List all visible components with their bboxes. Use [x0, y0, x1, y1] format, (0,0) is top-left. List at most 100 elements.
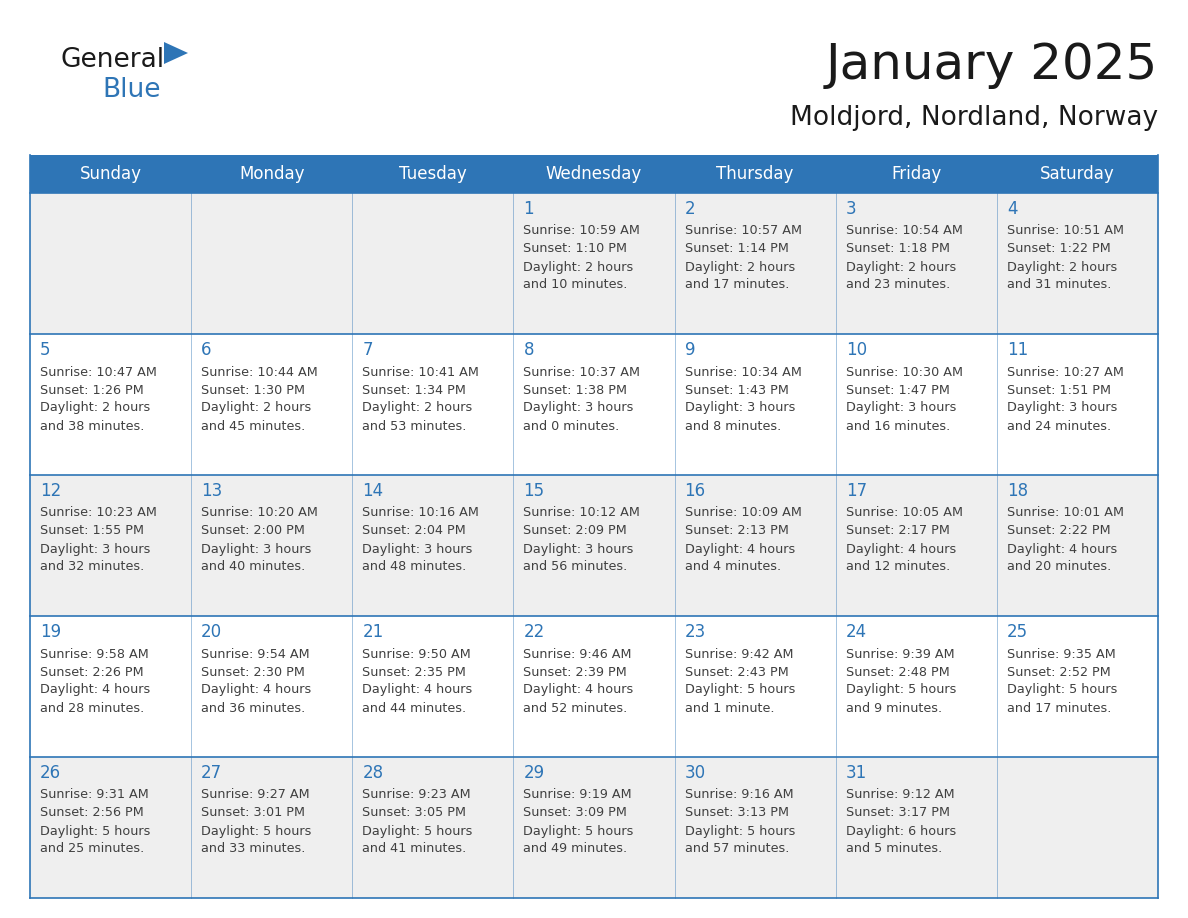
- Text: 19: 19: [40, 623, 61, 641]
- Text: Sunrise: 9:19 AM: Sunrise: 9:19 AM: [524, 789, 632, 801]
- Text: Sunset: 1:26 PM: Sunset: 1:26 PM: [40, 384, 144, 397]
- Text: and 41 minutes.: and 41 minutes.: [362, 843, 467, 856]
- Text: January 2025: January 2025: [826, 41, 1158, 89]
- Text: and 5 minutes.: and 5 minutes.: [846, 843, 942, 856]
- Text: Daylight: 5 hours: Daylight: 5 hours: [40, 824, 151, 837]
- Text: 8: 8: [524, 341, 533, 359]
- Text: Thursday: Thursday: [716, 165, 794, 183]
- Text: and 44 minutes.: and 44 minutes.: [362, 701, 467, 714]
- Text: Sunrise: 10:51 AM: Sunrise: 10:51 AM: [1007, 225, 1124, 238]
- Text: Sunrise: 9:16 AM: Sunrise: 9:16 AM: [684, 789, 794, 801]
- Text: 30: 30: [684, 764, 706, 782]
- Text: 31: 31: [846, 764, 867, 782]
- Text: Sunset: 1:43 PM: Sunset: 1:43 PM: [684, 384, 789, 397]
- Bar: [30, 193, 1158, 334]
- Text: 26: 26: [40, 764, 61, 782]
- Text: Sunset: 2:52 PM: Sunset: 2:52 PM: [1007, 666, 1111, 678]
- Text: and 53 minutes.: and 53 minutes.: [362, 420, 467, 432]
- Text: Daylight: 5 hours: Daylight: 5 hours: [846, 684, 956, 697]
- Text: 25: 25: [1007, 623, 1028, 641]
- Text: Sunset: 2:56 PM: Sunset: 2:56 PM: [40, 807, 144, 820]
- Text: and 28 minutes.: and 28 minutes.: [40, 701, 144, 714]
- Text: 29: 29: [524, 764, 544, 782]
- Text: and 48 minutes.: and 48 minutes.: [362, 561, 467, 574]
- Text: and 1 minute.: and 1 minute.: [684, 701, 775, 714]
- Text: Daylight: 4 hours: Daylight: 4 hours: [362, 684, 473, 697]
- Text: 3: 3: [846, 200, 857, 218]
- Text: Sunrise: 9:31 AM: Sunrise: 9:31 AM: [40, 789, 148, 801]
- Bar: [30, 616, 1158, 757]
- Text: 9: 9: [684, 341, 695, 359]
- Text: Daylight: 5 hours: Daylight: 5 hours: [362, 824, 473, 837]
- Text: Daylight: 4 hours: Daylight: 4 hours: [1007, 543, 1117, 555]
- Text: 15: 15: [524, 482, 544, 500]
- Text: and 17 minutes.: and 17 minutes.: [684, 278, 789, 292]
- Text: and 12 minutes.: and 12 minutes.: [846, 561, 950, 574]
- Bar: [30, 475, 1158, 616]
- Text: Daylight: 3 hours: Daylight: 3 hours: [201, 543, 311, 555]
- Text: Sunrise: 10:09 AM: Sunrise: 10:09 AM: [684, 507, 802, 520]
- Bar: [30, 334, 1158, 475]
- Text: Sunrise: 9:12 AM: Sunrise: 9:12 AM: [846, 789, 954, 801]
- Text: Daylight: 4 hours: Daylight: 4 hours: [846, 543, 956, 555]
- Text: 14: 14: [362, 482, 384, 500]
- Text: and 24 minutes.: and 24 minutes.: [1007, 420, 1111, 432]
- Text: General: General: [61, 47, 164, 73]
- Text: Sunset: 3:05 PM: Sunset: 3:05 PM: [362, 807, 466, 820]
- Text: Sunset: 2:48 PM: Sunset: 2:48 PM: [846, 666, 949, 678]
- Text: Tuesday: Tuesday: [399, 165, 467, 183]
- Text: Sunset: 1:38 PM: Sunset: 1:38 PM: [524, 384, 627, 397]
- Text: Daylight: 4 hours: Daylight: 4 hours: [201, 684, 311, 697]
- Text: Sunset: 2:04 PM: Sunset: 2:04 PM: [362, 524, 466, 538]
- Text: Daylight: 2 hours: Daylight: 2 hours: [846, 261, 956, 274]
- Text: and 4 minutes.: and 4 minutes.: [684, 561, 781, 574]
- Text: 16: 16: [684, 482, 706, 500]
- Text: Sunrise: 10:47 AM: Sunrise: 10:47 AM: [40, 365, 157, 378]
- Text: Sunrise: 10:37 AM: Sunrise: 10:37 AM: [524, 365, 640, 378]
- Text: Daylight: 4 hours: Daylight: 4 hours: [524, 684, 633, 697]
- Text: Friday: Friday: [891, 165, 941, 183]
- Text: and 16 minutes.: and 16 minutes.: [846, 420, 950, 432]
- Text: 4: 4: [1007, 200, 1017, 218]
- Text: and 33 minutes.: and 33 minutes.: [201, 843, 305, 856]
- Text: Daylight: 2 hours: Daylight: 2 hours: [684, 261, 795, 274]
- Text: Sunday: Sunday: [80, 165, 141, 183]
- Text: Sunrise: 10:54 AM: Sunrise: 10:54 AM: [846, 225, 962, 238]
- Text: Sunset: 1:30 PM: Sunset: 1:30 PM: [201, 384, 305, 397]
- Text: Sunrise: 9:46 AM: Sunrise: 9:46 AM: [524, 647, 632, 660]
- Text: Daylight: 5 hours: Daylight: 5 hours: [1007, 684, 1117, 697]
- Text: Sunrise: 10:41 AM: Sunrise: 10:41 AM: [362, 365, 479, 378]
- Text: Sunrise: 10:23 AM: Sunrise: 10:23 AM: [40, 507, 157, 520]
- Text: 10: 10: [846, 341, 867, 359]
- Text: Sunset: 3:09 PM: Sunset: 3:09 PM: [524, 807, 627, 820]
- Text: Sunrise: 10:16 AM: Sunrise: 10:16 AM: [362, 507, 479, 520]
- Text: Sunrise: 10:30 AM: Sunrise: 10:30 AM: [846, 365, 962, 378]
- Bar: [30, 757, 1158, 898]
- Text: Sunset: 2:00 PM: Sunset: 2:00 PM: [201, 524, 305, 538]
- Text: Daylight: 3 hours: Daylight: 3 hours: [684, 401, 795, 415]
- Text: Sunrise: 9:23 AM: Sunrise: 9:23 AM: [362, 789, 470, 801]
- Text: and 38 minutes.: and 38 minutes.: [40, 420, 145, 432]
- Text: Sunrise: 10:20 AM: Sunrise: 10:20 AM: [201, 507, 318, 520]
- Text: and 57 minutes.: and 57 minutes.: [684, 843, 789, 856]
- Text: Sunset: 1:47 PM: Sunset: 1:47 PM: [846, 384, 949, 397]
- Text: 22: 22: [524, 623, 544, 641]
- Text: Moldjord, Nordland, Norway: Moldjord, Nordland, Norway: [790, 105, 1158, 131]
- Text: 23: 23: [684, 623, 706, 641]
- Text: Daylight: 2 hours: Daylight: 2 hours: [362, 401, 473, 415]
- Text: Sunset: 2:17 PM: Sunset: 2:17 PM: [846, 524, 949, 538]
- Text: Sunrise: 10:34 AM: Sunrise: 10:34 AM: [684, 365, 802, 378]
- Text: Daylight: 3 hours: Daylight: 3 hours: [524, 543, 634, 555]
- Text: Sunset: 2:09 PM: Sunset: 2:09 PM: [524, 524, 627, 538]
- Text: Sunset: 3:13 PM: Sunset: 3:13 PM: [684, 807, 789, 820]
- Text: Sunset: 3:01 PM: Sunset: 3:01 PM: [201, 807, 305, 820]
- Text: Sunset: 1:22 PM: Sunset: 1:22 PM: [1007, 242, 1111, 255]
- Text: and 45 minutes.: and 45 minutes.: [201, 420, 305, 432]
- Text: 21: 21: [362, 623, 384, 641]
- Text: 11: 11: [1007, 341, 1028, 359]
- Text: Sunrise: 10:57 AM: Sunrise: 10:57 AM: [684, 225, 802, 238]
- Text: and 31 minutes.: and 31 minutes.: [1007, 278, 1111, 292]
- Text: and 17 minutes.: and 17 minutes.: [1007, 701, 1111, 714]
- Text: and 8 minutes.: and 8 minutes.: [684, 420, 781, 432]
- Text: and 49 minutes.: and 49 minutes.: [524, 843, 627, 856]
